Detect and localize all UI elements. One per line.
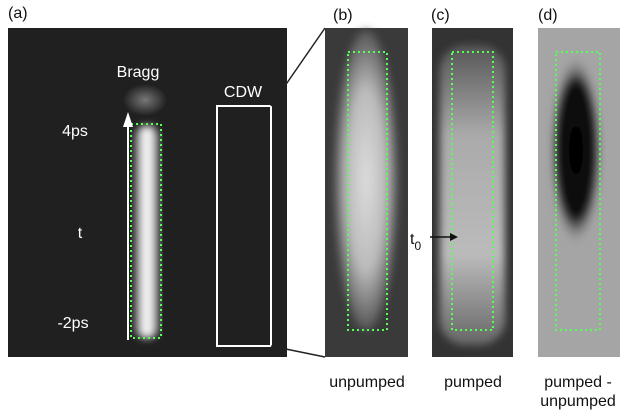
annotation: t: [78, 225, 83, 242]
roi-box: [555, 51, 601, 331]
annotation: CDW: [224, 84, 263, 101]
signal: [334, 30, 398, 330]
annotation: Bragg: [117, 64, 160, 81]
streak: [134, 126, 160, 338]
caption: unpumped: [329, 374, 405, 391]
annotation: 4ps: [62, 123, 88, 140]
annotation: -2ps: [57, 315, 88, 332]
roi-box: [130, 123, 162, 339]
caption: pumped: [444, 374, 502, 391]
t0-sub: 0: [414, 239, 421, 253]
t0-label: t0: [410, 231, 421, 253]
signal: [550, 55, 602, 245]
panel-label: (d): [538, 7, 558, 24]
panel-label: (b): [333, 7, 353, 24]
arrow-head: [123, 112, 133, 127]
panel-label: (c): [431, 7, 450, 24]
panel-label: (a): [8, 5, 28, 22]
caption: pumped -: [544, 374, 612, 391]
zoom-line: [270, 27, 326, 107]
caption: unpumped: [540, 393, 616, 410]
roi-box: [451, 51, 494, 331]
roi-box: [347, 51, 388, 331]
t0-main: t: [410, 231, 415, 248]
signal: [440, 45, 505, 345]
cdw-box: [216, 105, 272, 347]
zoom-line: [270, 345, 326, 358]
arrow-head: [450, 233, 458, 241]
bragg-spot: [123, 84, 167, 116]
